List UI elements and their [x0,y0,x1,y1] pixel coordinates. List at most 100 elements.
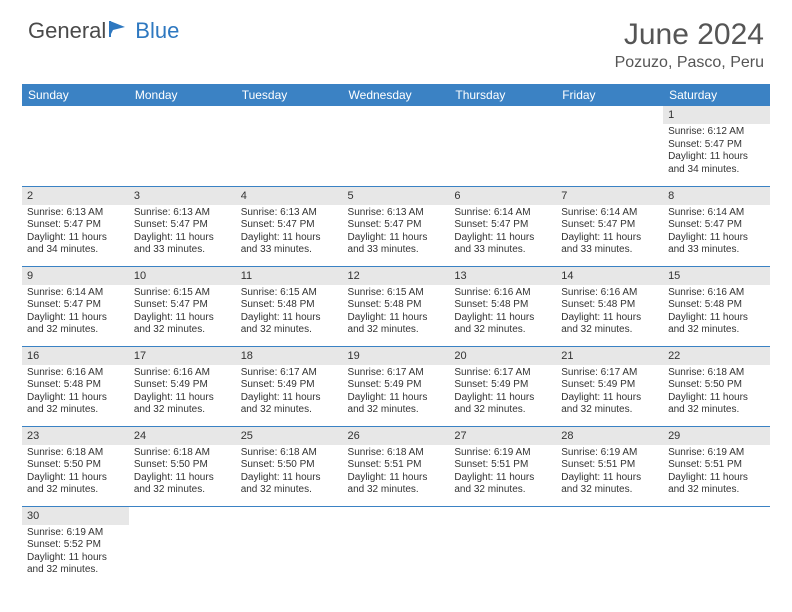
cell-body: Sunrise: 6:14 AMSunset: 5:47 PMDaylight:… [449,205,556,261]
calendar-cell: 16Sunrise: 6:16 AMSunset: 5:48 PMDayligh… [22,346,129,426]
calendar-body: 1Sunrise: 6:12 AMSunset: 5:47 PMDaylight… [22,106,770,586]
sunset-text: Sunset: 5:48 PM [27,379,124,392]
calendar-cell: 19Sunrise: 6:17 AMSunset: 5:49 PMDayligh… [343,346,450,426]
calendar-cell: 4Sunrise: 6:13 AMSunset: 5:47 PMDaylight… [236,186,343,266]
day-header: Wednesday [343,84,450,106]
calendar-cell: 21Sunrise: 6:17 AMSunset: 5:49 PMDayligh… [556,346,663,426]
sunrise-text: Sunrise: 6:17 AM [454,367,551,380]
day-number: 1 [663,106,770,124]
daylight-text: Daylight: 11 hours and 32 minutes. [668,312,765,337]
daylight-text: Daylight: 11 hours and 32 minutes. [27,392,124,417]
sunrise-text: Sunrise: 6:14 AM [668,207,765,220]
day-number: 28 [556,427,663,445]
day-number: 21 [556,347,663,365]
calendar-cell: 9Sunrise: 6:14 AMSunset: 5:47 PMDaylight… [22,266,129,346]
day-number: 18 [236,347,343,365]
calendar-cell: 17Sunrise: 6:16 AMSunset: 5:49 PMDayligh… [129,346,236,426]
calendar-cell: 28Sunrise: 6:19 AMSunset: 5:51 PMDayligh… [556,426,663,506]
daylight-text: Daylight: 11 hours and 32 minutes. [454,472,551,497]
day-number: 29 [663,427,770,445]
sunset-text: Sunset: 5:47 PM [561,219,658,232]
sunset-text: Sunset: 5:50 PM [668,379,765,392]
sunset-text: Sunset: 5:47 PM [27,219,124,232]
calendar-cell: 29Sunrise: 6:19 AMSunset: 5:51 PMDayligh… [663,426,770,506]
calendar-cell [236,506,343,586]
calendar-week-row: 30Sunrise: 6:19 AMSunset: 5:52 PMDayligh… [22,506,770,586]
day-number: 19 [343,347,450,365]
sunrise-text: Sunrise: 6:14 AM [27,287,124,300]
daylight-text: Daylight: 11 hours and 32 minutes. [348,392,445,417]
day-number [22,106,129,124]
day-number: 5 [343,187,450,205]
sunset-text: Sunset: 5:50 PM [241,459,338,472]
daylight-text: Daylight: 11 hours and 32 minutes. [454,392,551,417]
calendar-cell: 18Sunrise: 6:17 AMSunset: 5:49 PMDayligh… [236,346,343,426]
calendar-cell [129,106,236,186]
logo-flag-icon [109,18,131,44]
calendar-cell [663,506,770,586]
cell-body: Sunrise: 6:16 AMSunset: 5:49 PMDaylight:… [129,365,236,421]
day-number [556,507,663,525]
daylight-text: Daylight: 11 hours and 32 minutes. [348,472,445,497]
sunrise-text: Sunrise: 6:18 AM [134,447,231,460]
cell-body: Sunrise: 6:19 AMSunset: 5:52 PMDaylight:… [22,525,129,581]
cell-body: Sunrise: 6:16 AMSunset: 5:48 PMDaylight:… [663,285,770,341]
daylight-text: Daylight: 11 hours and 34 minutes. [668,151,765,176]
calendar-cell: 20Sunrise: 6:17 AMSunset: 5:49 PMDayligh… [449,346,556,426]
calendar-cell: 10Sunrise: 6:15 AMSunset: 5:47 PMDayligh… [129,266,236,346]
daylight-text: Daylight: 11 hours and 32 minutes. [241,312,338,337]
daylight-text: Daylight: 11 hours and 32 minutes. [134,392,231,417]
day-number: 15 [663,267,770,285]
day-number: 20 [449,347,556,365]
sunset-text: Sunset: 5:48 PM [561,299,658,312]
calendar-header-row: SundayMondayTuesdayWednesdayThursdayFrid… [22,84,770,106]
sunset-text: Sunset: 5:47 PM [27,299,124,312]
daylight-text: Daylight: 11 hours and 32 minutes. [668,472,765,497]
day-number: 25 [236,427,343,445]
sunset-text: Sunset: 5:49 PM [561,379,658,392]
day-number [129,507,236,525]
day-header: Tuesday [236,84,343,106]
cell-body: Sunrise: 6:14 AMSunset: 5:47 PMDaylight:… [22,285,129,341]
day-number: 12 [343,267,450,285]
daylight-text: Daylight: 11 hours and 32 minutes. [454,312,551,337]
cell-body: Sunrise: 6:18 AMSunset: 5:50 PMDaylight:… [663,365,770,421]
sunset-text: Sunset: 5:50 PM [27,459,124,472]
calendar-cell: 5Sunrise: 6:13 AMSunset: 5:47 PMDaylight… [343,186,450,266]
calendar-cell: 1Sunrise: 6:12 AMSunset: 5:47 PMDaylight… [663,106,770,186]
daylight-text: Daylight: 11 hours and 32 minutes. [241,472,338,497]
calendar-week-row: 16Sunrise: 6:16 AMSunset: 5:48 PMDayligh… [22,346,770,426]
cell-body: Sunrise: 6:18 AMSunset: 5:50 PMDaylight:… [129,445,236,501]
day-number: 6 [449,187,556,205]
day-number: 16 [22,347,129,365]
sunrise-text: Sunrise: 6:14 AM [454,207,551,220]
calendar-cell: 24Sunrise: 6:18 AMSunset: 5:50 PMDayligh… [129,426,236,506]
daylight-text: Daylight: 11 hours and 33 minutes. [134,232,231,257]
day-number: 22 [663,347,770,365]
calendar-cell: 27Sunrise: 6:19 AMSunset: 5:51 PMDayligh… [449,426,556,506]
day-number: 14 [556,267,663,285]
day-number: 11 [236,267,343,285]
sunrise-text: Sunrise: 6:17 AM [241,367,338,380]
cell-body: Sunrise: 6:14 AMSunset: 5:47 PMDaylight:… [556,205,663,261]
page-header: General Blue June 2024 Pozuzo, Pasco, Pe… [0,0,792,76]
sunrise-text: Sunrise: 6:15 AM [134,287,231,300]
sunset-text: Sunset: 5:51 PM [348,459,445,472]
calendar-cell: 26Sunrise: 6:18 AMSunset: 5:51 PMDayligh… [343,426,450,506]
calendar-cell [343,106,450,186]
sunset-text: Sunset: 5:51 PM [454,459,551,472]
day-number: 27 [449,427,556,445]
sunset-text: Sunset: 5:49 PM [241,379,338,392]
day-number: 2 [22,187,129,205]
sunrise-text: Sunrise: 6:18 AM [668,367,765,380]
day-number [236,106,343,124]
sunrise-text: Sunrise: 6:16 AM [134,367,231,380]
calendar-cell [343,506,450,586]
daylight-text: Daylight: 11 hours and 33 minutes. [241,232,338,257]
day-number: 23 [22,427,129,445]
daylight-text: Daylight: 11 hours and 33 minutes. [348,232,445,257]
calendar-cell [129,506,236,586]
sunrise-text: Sunrise: 6:17 AM [561,367,658,380]
sunrise-text: Sunrise: 6:16 AM [561,287,658,300]
sunset-text: Sunset: 5:47 PM [454,219,551,232]
